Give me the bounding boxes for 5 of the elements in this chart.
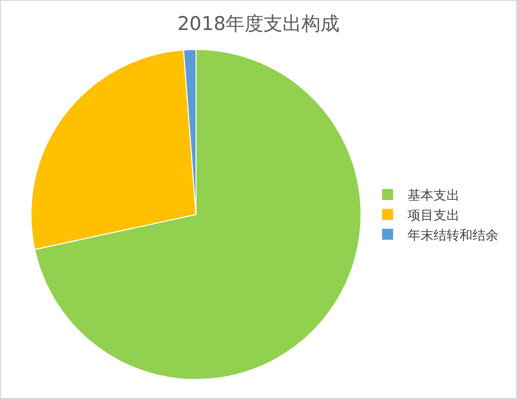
- legend-label: 年末结转和结余: [408, 228, 499, 244]
- pie-slice: [34, 49, 362, 380]
- legend-label: 基本支出: [408, 188, 460, 204]
- chart-title: 2018年度支出构成: [177, 13, 340, 36]
- legend-label: 项目支出: [408, 208, 460, 224]
